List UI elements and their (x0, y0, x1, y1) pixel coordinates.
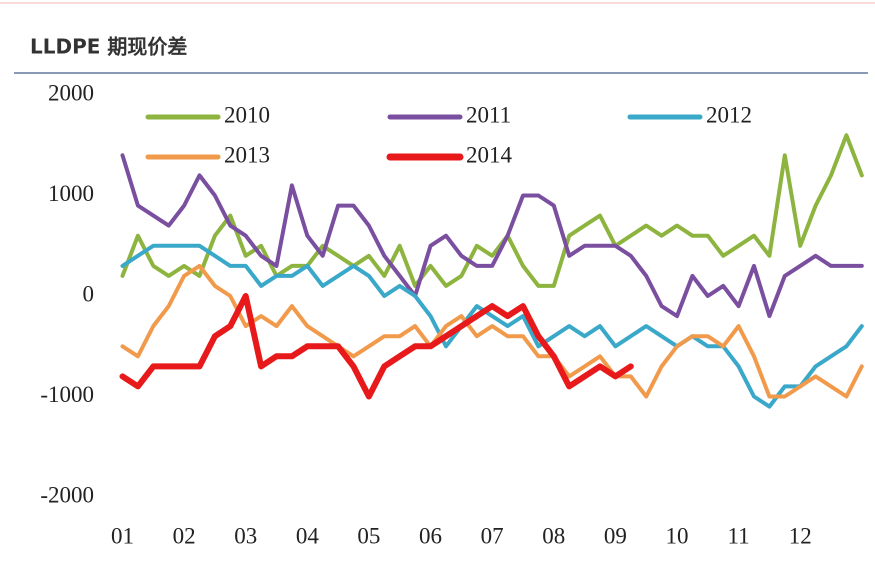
legend-label: 2010 (224, 102, 270, 127)
y-tick-label: -1000 (40, 382, 94, 407)
y-tick-label: -2000 (40, 482, 94, 507)
legend-label: 2011 (466, 102, 511, 127)
x-tick-label: 11 (728, 523, 750, 548)
series-line (119, 293, 634, 400)
x-tick-label: 02 (173, 523, 196, 548)
series-line (120, 153, 864, 319)
x-tick-label: 04 (296, 523, 320, 548)
series-line (120, 243, 864, 409)
legend-label: 2012 (706, 102, 752, 127)
x-tick-label: 07 (481, 523, 504, 548)
x-tick-label: 08 (542, 523, 565, 548)
y-tick-label: 0 (83, 281, 95, 306)
x-tick-label: 10 (666, 523, 689, 548)
legend-label: 2013 (224, 142, 270, 167)
chart-title: LLDPE 期现价差 (30, 35, 187, 59)
x-tick-label: 01 (111, 523, 134, 548)
x-tick-label: 09 (604, 523, 627, 548)
x-tick-label: 12 (789, 523, 812, 548)
series-line (120, 133, 864, 288)
y-tick-label: 2000 (48, 80, 94, 105)
x-tick-label: 05 (357, 523, 380, 548)
series-line (120, 263, 864, 399)
y-tick-label: 1000 (48, 181, 94, 206)
x-tick-label: 06 (419, 523, 442, 548)
legend-label: 2014 (466, 142, 513, 167)
x-tick-label: 03 (234, 523, 257, 548)
